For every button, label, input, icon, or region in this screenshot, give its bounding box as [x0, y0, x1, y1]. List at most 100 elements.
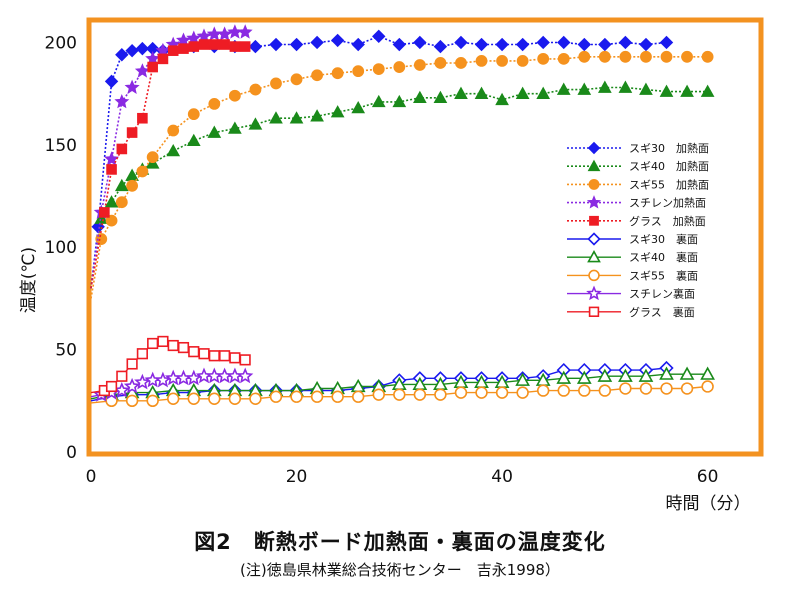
legend-label: スギ40 加熱面 — [629, 160, 709, 173]
data-point — [269, 390, 283, 403]
data-point — [125, 394, 139, 408]
data-point — [104, 74, 119, 89]
data-point — [659, 366, 674, 380]
data-point — [536, 35, 550, 50]
data-point — [557, 35, 571, 50]
data-point — [167, 392, 180, 405]
data-point — [269, 111, 283, 124]
data-point — [393, 61, 406, 73]
data-point — [154, 371, 172, 388]
data-point — [351, 100, 366, 114]
data-point — [114, 178, 129, 192]
x-axis-label: 時間（分） — [666, 494, 751, 514]
data-point — [167, 45, 179, 56]
data-point — [392, 94, 407, 108]
data-point — [515, 372, 530, 386]
data-point — [269, 37, 283, 52]
data-point — [186, 133, 201, 147]
x-tick-label: 20 — [286, 467, 308, 487]
data-point — [680, 382, 694, 395]
data-point — [167, 124, 180, 137]
data-point — [618, 35, 633, 50]
data-point — [177, 341, 190, 354]
data-point — [618, 80, 633, 93]
data-point — [104, 195, 119, 208]
legend-marker — [587, 250, 601, 263]
data-point — [433, 39, 448, 54]
data-point — [105, 380, 118, 393]
data-point — [167, 339, 179, 352]
data-point — [433, 90, 448, 104]
y-axis-label: 温度(℃) — [19, 247, 39, 313]
legend-label: スチレン加熱面 — [629, 197, 706, 210]
data-point — [515, 37, 530, 52]
data-point — [371, 94, 386, 108]
data-point — [185, 369, 202, 386]
data-point — [178, 43, 189, 54]
data-point — [454, 86, 468, 99]
legend-item: スギ30 裏面 — [567, 232, 698, 246]
legend-marker — [587, 159, 601, 172]
data-point — [147, 61, 158, 73]
data-point — [219, 350, 231, 362]
data-point — [116, 143, 128, 155]
series-9 — [90, 335, 251, 397]
data-point — [352, 65, 365, 78]
legend-label: スギ30 裏面 — [629, 232, 698, 246]
data-point — [537, 52, 550, 65]
y-tick-label: 50 — [55, 341, 77, 361]
data-point — [236, 367, 254, 384]
series-2 — [90, 50, 714, 299]
data-point — [134, 373, 151, 390]
data-point — [228, 89, 241, 102]
data-point — [146, 151, 159, 164]
data-point — [209, 39, 220, 50]
data-point — [124, 79, 140, 94]
data-point — [219, 39, 230, 50]
data-point — [413, 388, 427, 401]
data-point — [99, 207, 110, 218]
x-tick-label: 0 — [86, 467, 97, 487]
data-point — [198, 39, 210, 50]
data-point — [311, 69, 323, 82]
data-point — [115, 48, 129, 62]
y-tick-label: 0 — [66, 443, 77, 463]
data-point — [123, 377, 141, 394]
data-point — [681, 50, 693, 63]
data-point — [270, 77, 282, 90]
axis-layer: 0 50 100 150 200 0 20 40 60 — [45, 33, 719, 487]
data-point — [660, 50, 673, 63]
data-point — [496, 55, 508, 67]
data-point — [208, 98, 221, 110]
data-point — [639, 382, 653, 395]
data-point — [331, 390, 344, 403]
figure-caption-title: 図2 断熱ボード加熱面・裏面の温度変化 — [194, 530, 606, 554]
data-point — [208, 350, 220, 362]
data-point — [475, 55, 488, 67]
data-point — [576, 370, 592, 384]
data-point — [454, 35, 468, 50]
legend-marker — [586, 195, 602, 209]
legend-item: スチレン加熱面 — [567, 195, 706, 210]
data-point — [198, 348, 210, 360]
data-point — [618, 368, 633, 382]
data-point — [187, 108, 200, 121]
data-point — [516, 55, 529, 67]
series-layer — [90, 24, 715, 408]
data-point — [249, 83, 262, 96]
legend-item: スチレン裏面 — [567, 285, 695, 301]
data-point — [310, 390, 324, 403]
data-point — [640, 50, 652, 63]
y-tick-label: 100 — [45, 238, 77, 258]
data-point — [372, 63, 385, 75]
legend-label: スギ55 加熱面 — [629, 178, 709, 191]
data-point — [134, 63, 150, 78]
series-1 — [90, 80, 715, 289]
data-point — [577, 37, 591, 52]
legend-item: グラス 裏面 — [567, 305, 695, 319]
data-point — [455, 57, 467, 69]
data-point — [105, 214, 118, 227]
data-point — [372, 29, 386, 44]
data-point — [106, 164, 117, 175]
